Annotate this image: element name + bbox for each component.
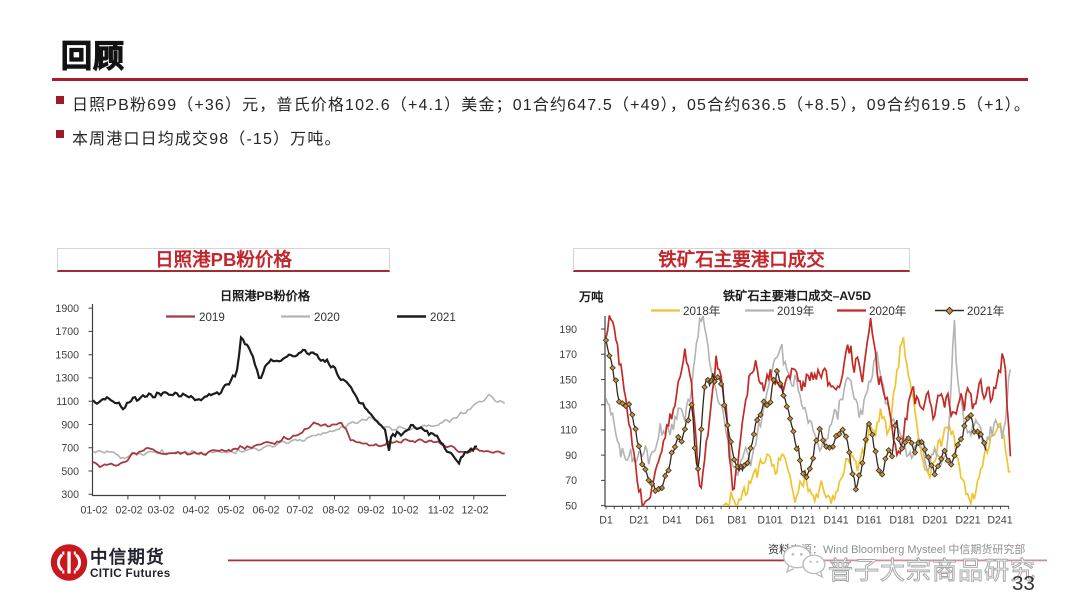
svg-text:70: 70 (565, 475, 577, 487)
svg-text:2021年: 2021年 (967, 304, 1005, 318)
svg-text:D121: D121 (790, 515, 815, 527)
svg-text:2019: 2019 (199, 311, 225, 324)
svg-text:D81: D81 (727, 515, 747, 527)
svg-text:万吨: 万吨 (578, 289, 603, 304)
svg-text:D21: D21 (629, 515, 649, 527)
svg-text:05-02: 05-02 (217, 505, 244, 517)
svg-text:500: 500 (61, 466, 79, 478)
svg-text:04-02: 04-02 (182, 505, 209, 517)
svg-text:12-02: 12-02 (461, 505, 488, 517)
svg-text:150: 150 (559, 374, 577, 386)
svg-text:03-02: 03-02 (147, 505, 174, 517)
svg-text:铁矿石主要港口成交–AV5D: 铁矿石主要港口成交–AV5D (723, 288, 871, 303)
svg-text:D241: D241 (987, 515, 1012, 527)
svg-text:01-02: 01-02 (80, 505, 107, 517)
svg-text:300: 300 (61, 489, 79, 501)
svg-text:D141: D141 (823, 515, 848, 527)
svg-text:2019年: 2019年 (777, 304, 815, 318)
svg-text:11-02: 11-02 (428, 505, 454, 517)
svg-text:50: 50 (565, 500, 577, 512)
svg-text:09-02: 09-02 (357, 505, 384, 517)
svg-text:10-02: 10-02 (391, 505, 418, 517)
svg-text:06-02: 06-02 (252, 505, 279, 517)
svg-text:日照港PB粉价格: 日照港PB粉价格 (220, 288, 311, 303)
svg-text:90: 90 (565, 450, 577, 462)
svg-text:700: 700 (61, 443, 79, 455)
svg-text:110: 110 (560, 425, 577, 437)
svg-text:D1: D1 (599, 515, 613, 527)
svg-text:170: 170 (559, 349, 577, 361)
svg-text:中信期货: 中信期货 (90, 547, 165, 567)
svg-text:D101: D101 (757, 515, 782, 527)
svg-text:1700: 1700 (55, 326, 79, 338)
svg-text:1100: 1100 (56, 396, 79, 408)
svg-text:2021: 2021 (430, 311, 456, 324)
svg-text:1900: 1900 (55, 303, 79, 315)
svg-text:D181: D181 (889, 515, 914, 527)
svg-text:2020: 2020 (314, 311, 340, 324)
svg-text:D201: D201 (922, 515, 947, 527)
svg-text:D41: D41 (662, 515, 682, 527)
svg-text:1300: 1300 (55, 373, 79, 385)
svg-text:1500: 1500 (55, 350, 79, 362)
svg-text:08-02: 08-02 (322, 505, 349, 517)
svg-text:02-02: 02-02 (115, 505, 142, 517)
svg-text:D221: D221 (955, 515, 980, 527)
svg-text:07-02: 07-02 (286, 505, 313, 517)
svg-text:2018年: 2018年 (683, 304, 721, 318)
svg-text:900: 900 (61, 419, 79, 431)
svg-text:CITIC Futures: CITIC Futures (90, 567, 171, 580)
svg-text:D61: D61 (695, 515, 715, 527)
svg-text:130: 130 (559, 400, 577, 412)
svg-text:190: 190 (559, 324, 577, 336)
svg-text:D161: D161 (856, 515, 881, 527)
svg-text:2020年: 2020年 (869, 304, 907, 318)
